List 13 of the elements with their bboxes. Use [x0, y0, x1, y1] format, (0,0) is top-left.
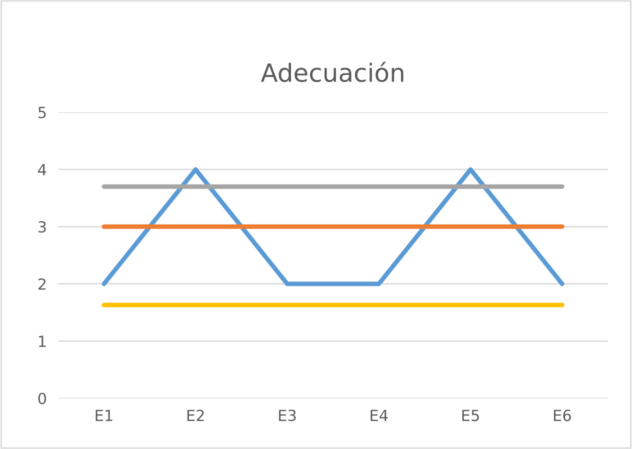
- x-tick-label: E6: [554, 410, 571, 422]
- x-tick-label: E3: [279, 410, 296, 422]
- x-tick-label: E5: [462, 410, 479, 422]
- x-tick-label: E1: [96, 410, 112, 421]
- y-tick-label: 5: [38, 106, 46, 118]
- y-tick-label: 0: [38, 392, 46, 404]
- y-tick-label: 2: [38, 278, 46, 290]
- y-tick-label: 3: [38, 221, 46, 233]
- y-tick-label: 4: [38, 164, 46, 176]
- x-tick-label: E2: [187, 410, 204, 421]
- y-tick-label: 1: [38, 336, 46, 347]
- x-tick-label: E4: [370, 410, 388, 421]
- chart-title: Adecuación: [260, 62, 404, 82]
